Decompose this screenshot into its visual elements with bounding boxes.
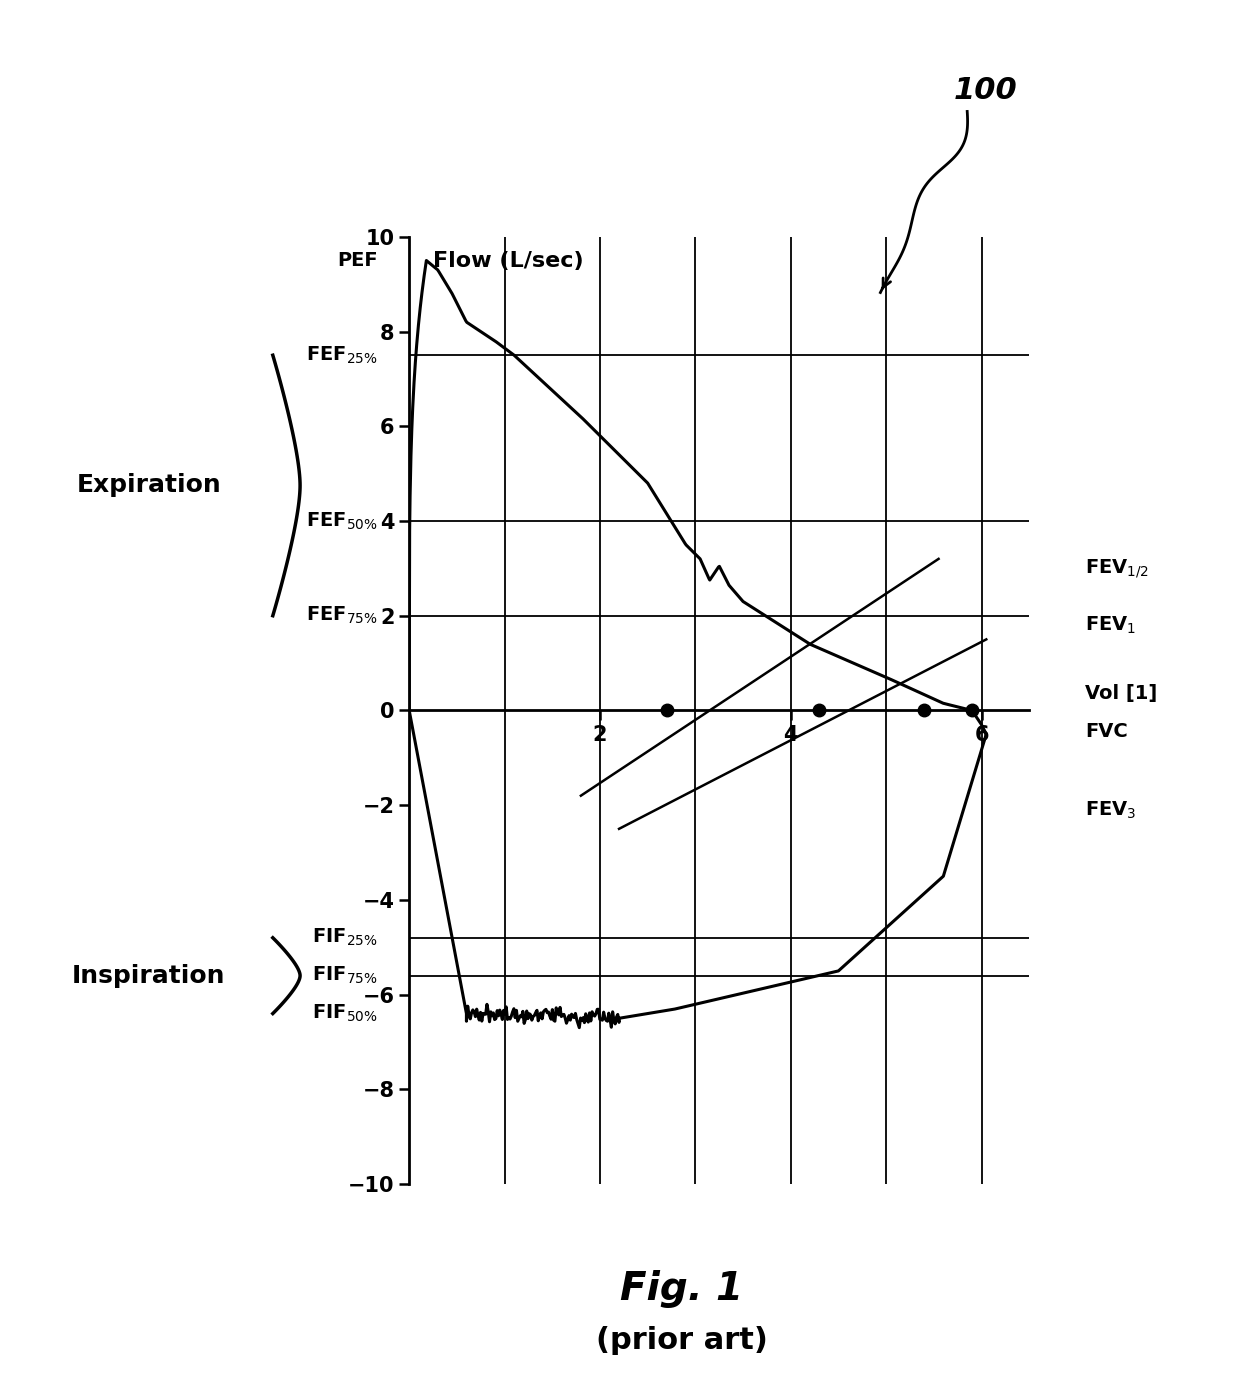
Text: Flow (L/sec): Flow (L/sec)	[433, 251, 584, 272]
Text: Expiration: Expiration	[77, 474, 221, 497]
Text: Inspiration: Inspiration	[72, 964, 226, 988]
Text: FEF$_{25\%}$: FEF$_{25\%}$	[306, 344, 378, 366]
Text: FEF$_{50\%}$: FEF$_{50\%}$	[306, 510, 378, 532]
Text: FEF$_{75\%}$: FEF$_{75\%}$	[306, 605, 378, 627]
Text: Fig. 1: Fig. 1	[620, 1269, 744, 1308]
Text: FEV$_1$: FEV$_1$	[1085, 614, 1136, 635]
Text: FIF$_{50\%}$: FIF$_{50\%}$	[312, 1003, 378, 1024]
Text: PEF: PEF	[337, 251, 378, 270]
Text: FEV$_{1/2}$: FEV$_{1/2}$	[1085, 557, 1149, 579]
Text: FIF$_{75\%}$: FIF$_{75\%}$	[312, 965, 378, 986]
Text: FEV$_3$: FEV$_3$	[1085, 800, 1137, 820]
Text: (prior art): (prior art)	[596, 1326, 768, 1354]
Text: FIF$_{25\%}$: FIF$_{25\%}$	[312, 928, 378, 949]
Text: FVC: FVC	[1085, 722, 1127, 741]
Text: Vol [1]: Vol [1]	[1085, 684, 1157, 703]
Text: 100: 100	[954, 77, 1018, 104]
